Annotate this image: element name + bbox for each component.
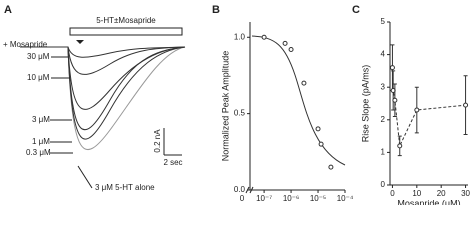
y-tick-label: 3 [381, 82, 386, 91]
x-tick-label: 0 [390, 189, 395, 198]
y-tick-label: 4 [381, 50, 386, 59]
panel-label: A [4, 4, 12, 16]
pointer [77, 165, 93, 189]
y-tick-label: 2 [381, 115, 386, 124]
trace [20, 46, 186, 110]
x-tick-label: 10⁻⁴ [337, 194, 354, 203]
panel-label: B [212, 4, 220, 16]
x-tick-label: 30 [461, 189, 470, 198]
data-point [414, 107, 420, 113]
trace [20, 46, 186, 140]
data-point [463, 102, 469, 108]
x-tick-label: 10 [412, 189, 421, 198]
trace-label: 1 μM [32, 137, 50, 146]
x-tick-label: 10⁻⁵ [310, 194, 326, 203]
trace [20, 46, 186, 58]
x-tick-label: 20 [437, 189, 446, 198]
figure: A 5-HT±Mosapride + Mosapride 30 μM 10 μM… [3, 4, 471, 205]
trace [20, 46, 186, 75]
x-tick-label: 10⁻⁶ [283, 194, 299, 203]
y-tick-label: 0.0 [234, 185, 246, 194]
panel-a: A 5-HT±Mosapride + Mosapride 30 μM 10 μM… [3, 4, 186, 192]
drug-label: + Mosapride [3, 40, 48, 49]
arrowhead [76, 40, 84, 44]
x-axis-label: Mosapride (μM) [397, 198, 460, 205]
y-tick-label: 0.5 [234, 109, 246, 118]
stimulus-bar [69, 27, 183, 36]
axis-break [245, 186, 254, 194]
stimulus-label: 5-HT±Mosapride [96, 16, 156, 25]
y-axis-label: Normalized Peak Amplitude [220, 51, 230, 162]
x-axis-label: Mosapride (M) [268, 203, 326, 205]
data-point [261, 34, 267, 40]
data-point [288, 46, 294, 52]
data-point [392, 97, 398, 103]
data-point [389, 65, 395, 71]
y-tick-label: 5 [381, 17, 386, 26]
scale-label: 2 sec [163, 158, 182, 167]
y-tick-label: 0 [381, 180, 386, 189]
data-point [328, 164, 334, 170]
trace-label: 30 μM [27, 52, 50, 61]
data-point [397, 143, 403, 149]
y-tick-label: 1.0 [234, 32, 246, 41]
panel-label: C [352, 4, 360, 16]
fit-curve [251, 35, 346, 166]
data-point [315, 126, 321, 132]
x-tick-label: 10⁻⁷ [256, 194, 272, 203]
trace-label: 0.3 μM [26, 148, 51, 157]
data-point [301, 80, 307, 86]
trace-label: 3 μM [32, 115, 50, 124]
trace-label: 10 μM [27, 73, 50, 82]
y-tick-label: 1 [381, 148, 386, 157]
y-axis-label: Rise Slope (pA/ms) [360, 65, 370, 143]
data-point [282, 40, 288, 46]
data-line [391, 67, 466, 148]
scale-label: 0.2 nA [153, 129, 162, 153]
trace [20, 46, 186, 151]
x-tick-label: 0 [240, 194, 245, 203]
control-label: 3 μM 5-HT alone [95, 183, 155, 192]
data-point [318, 141, 324, 147]
